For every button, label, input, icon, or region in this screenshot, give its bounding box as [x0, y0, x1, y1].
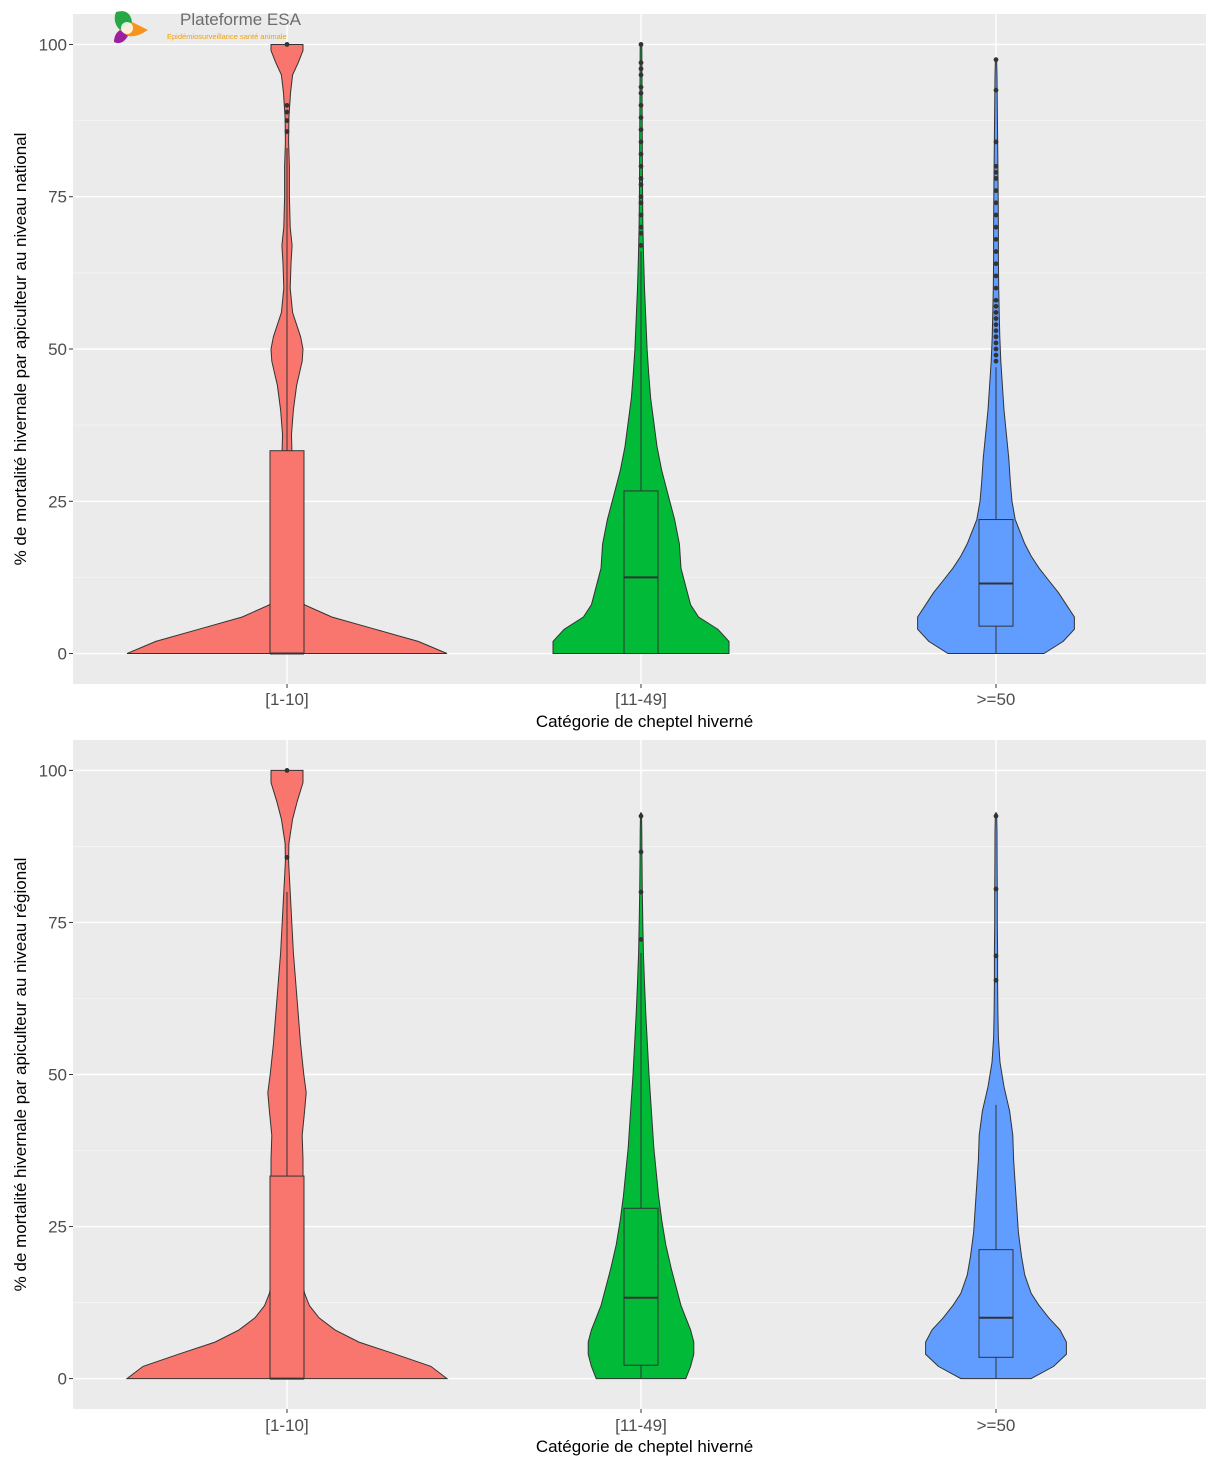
- outlier-point: [993, 57, 999, 63]
- outlier-point: [993, 139, 999, 145]
- y-axis-title: % de mortalité hivernale par apiculteur …: [11, 133, 30, 566]
- y-tick-label: 100: [39, 35, 67, 54]
- outlier-point: [993, 953, 999, 959]
- outlier-point: [993, 297, 999, 303]
- outlier-point: [284, 854, 290, 860]
- outlier-point: [638, 813, 644, 819]
- outlier-point: [638, 84, 644, 90]
- outlier-point: [638, 60, 644, 66]
- outlier-point: [638, 66, 644, 72]
- outlier-point: [284, 109, 290, 115]
- outlier-point: [993, 310, 999, 315]
- outlier-point: [638, 176, 644, 181]
- x-tick-label: [11-49]: [615, 1416, 667, 1435]
- x-tick-label: [11-49]: [615, 690, 667, 709]
- y-tick-label: 0: [58, 1370, 67, 1389]
- outlier-point: [638, 42, 644, 47]
- y-tick-label: 100: [39, 761, 67, 780]
- y-tick-label: 75: [48, 913, 67, 932]
- box: [623, 490, 659, 655]
- outlier-point: [284, 129, 290, 134]
- x-axis-title: Catégorie de cheptel hiverné: [536, 1437, 753, 1456]
- x-tick-label: [1-10]: [265, 690, 308, 709]
- y-tick-label: 50: [48, 1066, 67, 1085]
- y-tick-label: 25: [48, 492, 67, 511]
- y-tick-label: 25: [48, 1218, 67, 1237]
- outlier-point: [638, 937, 644, 942]
- outlier-point: [284, 768, 290, 773]
- outlier-point: [993, 188, 999, 194]
- outlier-point: [638, 139, 644, 145]
- outlier-point: [638, 849, 644, 855]
- plateforme-esa-logo: Plateforme ESA Epidémiosurveillance sant…: [110, 8, 350, 52]
- outlier-point: [993, 346, 999, 352]
- box: [269, 1175, 305, 1380]
- outlier-point: [638, 182, 644, 187]
- box: [623, 1207, 659, 1366]
- outlier-point: [638, 163, 644, 169]
- outlier-point: [993, 322, 999, 328]
- outlier-point: [638, 212, 644, 218]
- outlier-point: [993, 261, 999, 267]
- y-tick-label: 0: [58, 645, 67, 664]
- outlier-point: [284, 42, 290, 47]
- outlier-point: [993, 273, 999, 279]
- y-axis-title: % de mortalité hivernale par apiculteur …: [11, 858, 30, 1292]
- outlier-point: [638, 115, 644, 120]
- outlier-point: [284, 102, 290, 108]
- x-tick-label: [1-10]: [265, 1416, 308, 1435]
- outlier-point: [993, 200, 999, 206]
- outlier-point: [993, 236, 999, 242]
- outlier-point: [993, 328, 999, 334]
- outlier-point: [993, 352, 999, 358]
- violin-2: [925, 812, 1067, 1380]
- esa-logo-icon: [114, 11, 148, 44]
- outlier-point: [993, 169, 999, 175]
- outlier-point: [638, 72, 644, 78]
- outlier-point: [993, 176, 999, 181]
- x-tick-label: >=50: [977, 1416, 1016, 1435]
- outlier-point: [993, 813, 999, 819]
- x-tick-label: >=50: [977, 690, 1016, 709]
- outlier-point: [993, 316, 999, 321]
- y-tick-label: 75: [48, 188, 67, 207]
- outlier-point: [638, 224, 644, 230]
- outlier-point: [638, 90, 644, 96]
- outlier-point: [993, 358, 999, 364]
- outlier-point: [638, 102, 644, 108]
- box: [978, 519, 1014, 627]
- chart-panel-top: 0 25 50 75 100 [1-10] [11-49] >=50 Catégorie de …: [11, 14, 1206, 731]
- outlier-point: [993, 212, 999, 218]
- outlier-point: [638, 243, 644, 248]
- outlier-point: [993, 163, 999, 169]
- outlier-point: [638, 200, 644, 206]
- outlier-point: [993, 886, 999, 892]
- outlier-point: [638, 151, 644, 157]
- outlier-point: [993, 87, 999, 93]
- box: [978, 1249, 1014, 1358]
- outlier-point: [993, 224, 999, 230]
- outlier-point: [993, 977, 999, 983]
- outlier-point: [993, 340, 999, 346]
- outlier-point: [638, 127, 644, 133]
- logo-title: Plateforme ESA: [180, 10, 301, 29]
- y-tick-label: 50: [48, 340, 67, 359]
- logo-subtitle: Epidémiosurveillance santé animale: [167, 32, 287, 41]
- outlier-point: [284, 118, 290, 123]
- x-axis-title: Catégorie de cheptel hiverné: [536, 712, 753, 731]
- outlier-point: [638, 194, 644, 200]
- box: [269, 450, 305, 655]
- chart-panel-bottom: 0 25 50 75 100 [1-10] [11-49] >=50 Catégorie de …: [11, 740, 1206, 1456]
- outlier-point: [993, 303, 999, 309]
- outlier-point: [993, 285, 999, 291]
- outlier-point: [993, 334, 999, 340]
- outlier-point: [638, 889, 644, 895]
- outlier-point: [993, 249, 999, 254]
- outlier-point: [638, 230, 644, 236]
